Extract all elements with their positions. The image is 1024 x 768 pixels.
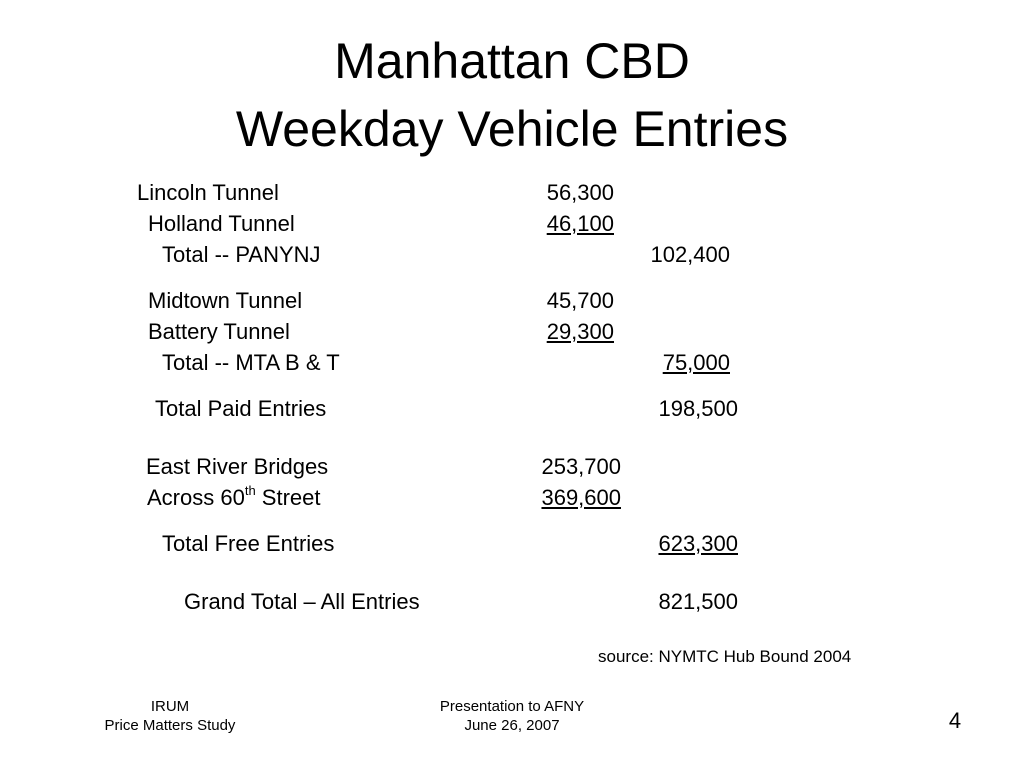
label-grand-total: Grand Total – All Entries [184,589,420,614]
slide-title-line2: Weekday Vehicle Entries [235,101,789,157]
label-battery-tunnel: Battery Tunnel [148,319,290,344]
label-total-free: Total Free Entries [162,531,335,556]
label-holland-tunnel: Holland Tunnel [148,211,295,236]
value-holland-tunnel: 46,100 [546,211,614,236]
footer-left: IRUM Price Matters Study [70,697,270,735]
footer-center-line2: June 26, 2007 [464,717,560,734]
footer-left-line1: IRUM [150,698,190,715]
label-lincoln-tunnel: Lincoln Tunnel [137,180,279,205]
value-total-paid: 198,500 [658,396,738,421]
slide-title-line1: Manhattan CBD [334,33,690,89]
value-lincoln-tunnel: 56,300 [546,180,614,205]
value-grand-total: 821,500 [658,589,738,614]
value-total-mta: 75,000 [662,350,730,375]
label-total-mta: Total -- MTA B & T [162,350,340,375]
value-east-river-bridges: 253,700 [541,454,621,479]
value-battery-tunnel: 29,300 [546,319,614,344]
value-total-panynj: 102,400 [650,242,730,267]
label-across-60th-street: Across 60th Street [147,482,321,510]
footer-center: Presentation to AFNY June 26, 2007 [392,697,632,735]
value-across-60th-street: 369,600 [541,485,621,510]
footer-left-line2: Price Matters Study [104,717,236,734]
footer-center-line1: Presentation to AFNY [439,698,585,715]
value-midtown-tunnel: 45,700 [546,288,614,313]
label-total-paid: Total Paid Entries [155,396,327,421]
label-total-panynj: Total -- PANYNJ [162,242,321,267]
page-number: 4 [948,708,962,733]
label-midtown-tunnel: Midtown Tunnel [148,288,303,313]
label-east-river-bridges: East River Bridges [146,454,329,479]
source-citation: source: NYMTC Hub Bound 2004 [598,647,852,666]
value-total-free: 623,300 [658,531,738,556]
